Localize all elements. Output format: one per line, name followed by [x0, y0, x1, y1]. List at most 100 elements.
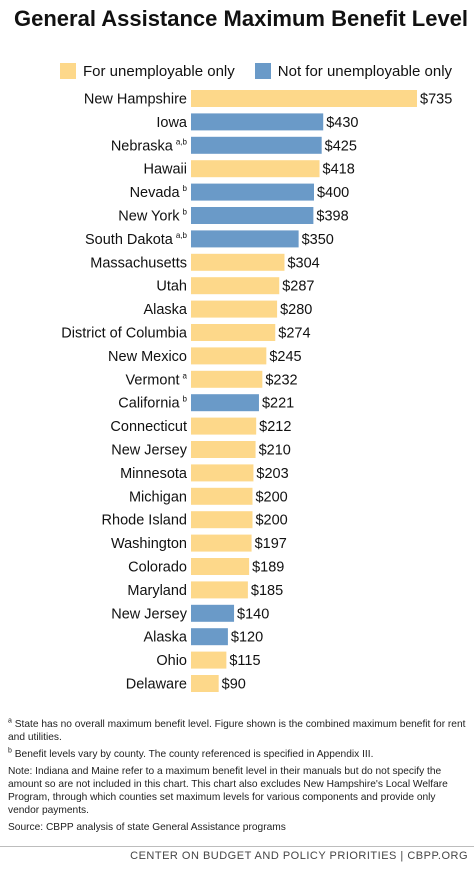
value-label: $120 [231, 630, 263, 646]
category-label: New Hampshire [84, 92, 187, 108]
value-label: $418 [323, 162, 355, 178]
value-label: $212 [259, 419, 291, 435]
legend-item-not-unemployable: Not for unemployable only [254, 62, 453, 80]
value-label: $185 [251, 583, 283, 599]
category-label: Alaska [143, 302, 187, 318]
footer-credit: CENTER ON BUDGET AND POLICY PRIORITIES |… [130, 850, 468, 862]
bar [191, 604, 235, 622]
value-label: $200 [255, 489, 287, 505]
bar [191, 581, 248, 599]
bar [191, 511, 253, 529]
footnote-b-mark: b [8, 747, 12, 755]
bar [191, 417, 257, 435]
category-label: Vermont a [126, 371, 188, 388]
value-label: $197 [255, 536, 287, 552]
footnote-marker: a,b [176, 137, 188, 146]
category-label: Maryland [127, 583, 187, 599]
footnote-marker: b [183, 395, 188, 404]
value-label: $189 [252, 560, 284, 576]
bar [191, 324, 276, 341]
category-label: Minnesota [120, 466, 188, 482]
value-label: $398 [316, 209, 348, 225]
value-label: $200 [255, 513, 287, 529]
bar [191, 253, 285, 271]
legend-label-unemployable: For unemployable only [83, 62, 235, 80]
bar [191, 207, 314, 224]
bar [191, 277, 280, 295]
category-label: Washington [111, 536, 187, 552]
category-label: Massachusetts [90, 255, 187, 271]
value-label: $221 [262, 396, 294, 412]
bar [191, 464, 254, 482]
bar [191, 487, 253, 505]
footnotes: a State has no overall maximum benefit l… [8, 718, 468, 838]
value-label: $287 [282, 279, 314, 295]
value-label: $245 [269, 349, 301, 365]
category-label: Delaware [126, 677, 187, 693]
category-label: District of Columbia [61, 326, 188, 342]
value-label: $400 [317, 185, 349, 201]
category-label: Utah [156, 279, 187, 295]
category-label: Connecticut [110, 419, 187, 435]
footnote-marker: b [183, 184, 188, 193]
value-label: $115 [229, 653, 260, 669]
bar [191, 675, 219, 692]
value-label: $274 [278, 326, 310, 342]
bar [191, 558, 250, 575]
value-label: $350 [302, 232, 334, 248]
bar [191, 394, 259, 412]
bar [191, 230, 299, 248]
value-label: $280 [280, 302, 312, 318]
footnote-a-mark: a [8, 717, 12, 725]
bar [191, 113, 324, 131]
footer-divider [0, 846, 474, 847]
bar [191, 183, 314, 201]
bar [191, 534, 252, 552]
value-label: $210 [259, 443, 291, 459]
category-label: Nebraska a,b [111, 137, 188, 154]
category-label: Hawaii [143, 162, 187, 178]
legend-label-not-unemployable: Not for unemployable only [277, 62, 453, 80]
bar [191, 160, 320, 178]
legend-swatch-unemployable [60, 63, 76, 79]
category-label: New York b [118, 208, 187, 225]
category-label: Ohio [156, 653, 187, 669]
footnote-a: a State has no overall maximum benefit l… [8, 718, 468, 744]
bar [191, 300, 278, 318]
bar [191, 347, 267, 365]
chart-source: Source: CBPP analysis of state General A… [8, 822, 286, 833]
bar [191, 651, 227, 669]
footnote-a-text: State has no overall maximum benefit lev… [8, 719, 466, 743]
value-label: $430 [326, 115, 358, 131]
value-label: $735 [420, 92, 452, 108]
chart-title: General Assistance Maximum Benefit Level [14, 6, 469, 31]
bar [191, 136, 322, 154]
bar [191, 90, 417, 107]
category-label: New Jersey [111, 443, 187, 459]
footnote-marker: a,b [176, 231, 188, 240]
legend-swatch-not-unemployable [254, 63, 271, 79]
value-label: $304 [287, 255, 319, 271]
category-label: South Dakota a,b [85, 231, 188, 248]
category-label: New Mexico [108, 349, 187, 365]
footnote-marker: a [183, 371, 188, 380]
legend-item-unemployable: For unemployable only [60, 63, 235, 80]
category-label: Rhode Island [102, 513, 187, 529]
footnote-b: b Benefit levels vary by county. The cou… [8, 748, 468, 761]
footnote-b-text: Benefit levels vary by county. The count… [14, 749, 374, 760]
value-label: $203 [256, 466, 288, 482]
footnote-marker: b [183, 208, 188, 217]
category-label: New Jersey [111, 606, 187, 622]
category-label: Alaska [143, 630, 187, 646]
value-label: $90 [222, 677, 246, 693]
category-label: Nevada b [130, 184, 188, 201]
value-label: $232 [265, 372, 297, 388]
bar-chart: New Hampshire $735 Iowa $430 Nebraska a,b $425… [61, 90, 452, 693]
bar [191, 628, 228, 646]
category-label: California b [118, 395, 187, 412]
bar [191, 370, 263, 388]
category-label: Iowa [156, 115, 188, 131]
chart-legend: For unemployable only Not for unemployab… [60, 60, 472, 82]
chart-note: Note: Indiana and Maine refer to a maxim… [8, 766, 448, 816]
value-label: $140 [237, 606, 269, 622]
